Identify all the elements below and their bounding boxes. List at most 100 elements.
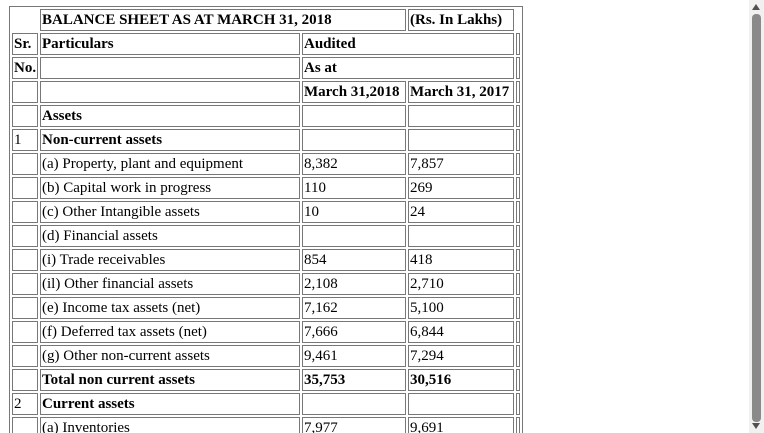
title-row: BALANCE SHEET AS AT MARCH 31, 2018 (Rs. … xyxy=(12,9,520,31)
scroll-up-arrow-icon[interactable] xyxy=(752,4,760,10)
spacer-cell xyxy=(516,393,520,415)
value-2018-cell: 35,753 xyxy=(302,369,406,391)
value-2018-cell: 854 xyxy=(302,249,406,271)
unit-label: (Rs. In Lakhs) xyxy=(408,9,514,31)
no-header: No. xyxy=(12,57,38,79)
value-2018-cell: 7,666 xyxy=(302,321,406,343)
table-row: (f) Deferred tax assets (net) 7,666 6,844 xyxy=(12,321,520,343)
spacer-cell xyxy=(516,249,520,271)
sr-cell: 1 xyxy=(12,129,38,151)
particulars-cell: (f) Deferred tax assets (net) xyxy=(40,321,300,343)
sr-cell xyxy=(12,369,38,391)
table-row: (a) Inventories 7,977 9,691 xyxy=(12,417,520,433)
header-row-3: March 31,2018 March 31, 2017 xyxy=(12,81,520,103)
particulars-cell: (i) Trade receivables xyxy=(40,249,300,271)
table-row: (a) Property, plant and equipment 8,382 7,… xyxy=(12,153,520,175)
value-2018-cell: 10 xyxy=(302,201,406,223)
sr-cell xyxy=(12,201,38,223)
spacer-cell xyxy=(516,297,520,319)
value-2017-cell: 7,857 xyxy=(408,153,514,175)
sr-cell xyxy=(12,225,38,247)
spacer-cell xyxy=(516,177,520,199)
value-2017-cell: 269 xyxy=(408,177,514,199)
as-at-header: As at xyxy=(302,57,514,79)
particulars-cell: (a) Inventories xyxy=(40,417,300,433)
table-row: (il) Other financial assets 2,108 2,710 xyxy=(12,273,520,295)
value-2017-cell: 5,100 xyxy=(408,297,514,319)
particulars-cell: (g) Other non-current assets xyxy=(40,345,300,367)
value-2017-cell: 2,710 xyxy=(408,273,514,295)
col-2018-header: March 31,2018 xyxy=(302,81,406,103)
sr-cell xyxy=(12,273,38,295)
sr-cell xyxy=(12,105,38,127)
particulars-cell: (il) Other financial assets xyxy=(40,273,300,295)
value-2018-cell xyxy=(302,393,406,415)
sr-cell xyxy=(12,297,38,319)
table-row: (g) Other non-current assets 9,461 7,294 xyxy=(12,345,520,367)
value-2018-cell: 7,977 xyxy=(302,417,406,433)
spacer-cell xyxy=(516,321,520,343)
spacer-cell xyxy=(516,417,520,433)
particulars-cell: (b) Capital work in progress xyxy=(40,177,300,199)
sr-cell: 2 xyxy=(12,393,38,415)
particulars-cell: Assets xyxy=(40,105,300,127)
sheet-title: BALANCE SHEET AS AT MARCH 31, 2018 xyxy=(40,9,406,31)
col-2017-header: March 31, 2017 xyxy=(408,81,514,103)
vertical-scrollbar[interactable] xyxy=(749,0,764,433)
value-2017-cell xyxy=(408,105,514,127)
value-2017-cell: 7,294 xyxy=(408,345,514,367)
value-2018-cell: 110 xyxy=(302,177,406,199)
value-2018-cell: 2,108 xyxy=(302,273,406,295)
value-2017-cell xyxy=(408,393,514,415)
value-2017-cell: 30,516 xyxy=(408,369,514,391)
table-row: Assets xyxy=(12,105,520,127)
spacer-cell xyxy=(516,225,520,247)
value-2018-cell xyxy=(302,129,406,151)
sr-cell xyxy=(12,417,38,433)
value-2017-cell: 418 xyxy=(408,249,514,271)
scroll-down-arrow-icon[interactable] xyxy=(752,423,760,429)
value-2017-cell xyxy=(408,225,514,247)
value-2018-cell: 9,461 xyxy=(302,345,406,367)
spacer-cell xyxy=(516,369,520,391)
spacer-cell xyxy=(516,273,520,295)
table-row: (c) Other Intangible assets 10 24 xyxy=(12,201,520,223)
value-2017-cell: 9,691 xyxy=(408,417,514,433)
sr-cell xyxy=(12,153,38,175)
sr-cell xyxy=(12,249,38,271)
sr-header: Sr. xyxy=(12,33,38,55)
particulars-cell: Current assets xyxy=(40,393,300,415)
table-row: Total non current assets 35,753 30,516 xyxy=(12,369,520,391)
sr-cell xyxy=(12,177,38,199)
value-2017-cell: 6,844 xyxy=(408,321,514,343)
particulars-header: Particulars xyxy=(40,33,300,55)
particulars-cell: (e) Income tax assets (net) xyxy=(40,297,300,319)
particulars-cell: (c) Other Intangible assets xyxy=(40,201,300,223)
spacer-cell xyxy=(516,105,520,127)
table-row: (i) Trade receivables 854 418 xyxy=(12,249,520,271)
sr-cell xyxy=(12,345,38,367)
audited-header: Audited xyxy=(302,33,514,55)
spacer-cell xyxy=(516,345,520,367)
scrollbar-thumb[interactable] xyxy=(752,14,761,422)
table-row: (b) Capital work in progress 110 269 xyxy=(12,177,520,199)
table-row: 2 Current assets xyxy=(12,393,520,415)
particulars-cell: Total non current assets xyxy=(40,369,300,391)
balance-sheet-table: BALANCE SHEET AS AT MARCH 31, 2018 (Rs. … xyxy=(9,6,523,433)
spacer-cell xyxy=(516,129,520,151)
particulars-cell: (a) Property, plant and equipment xyxy=(40,153,300,175)
value-2018-cell xyxy=(302,105,406,127)
spacer-cell xyxy=(516,201,520,223)
table-row: (e) Income tax assets (net) 7,162 5,100 xyxy=(12,297,520,319)
table-row: (d) Financial assets xyxy=(12,225,520,247)
value-2017-cell: 24 xyxy=(408,201,514,223)
value-2018-cell xyxy=(302,225,406,247)
table-row: 1 Non-current assets xyxy=(12,129,520,151)
spacer-cell xyxy=(516,153,520,175)
value-2018-cell: 8,382 xyxy=(302,153,406,175)
header-row-1: Sr. Particulars Audited xyxy=(12,33,520,55)
value-2017-cell xyxy=(408,129,514,151)
header-row-2: No. As at xyxy=(12,57,520,79)
particulars-cell: (d) Financial assets xyxy=(40,225,300,247)
